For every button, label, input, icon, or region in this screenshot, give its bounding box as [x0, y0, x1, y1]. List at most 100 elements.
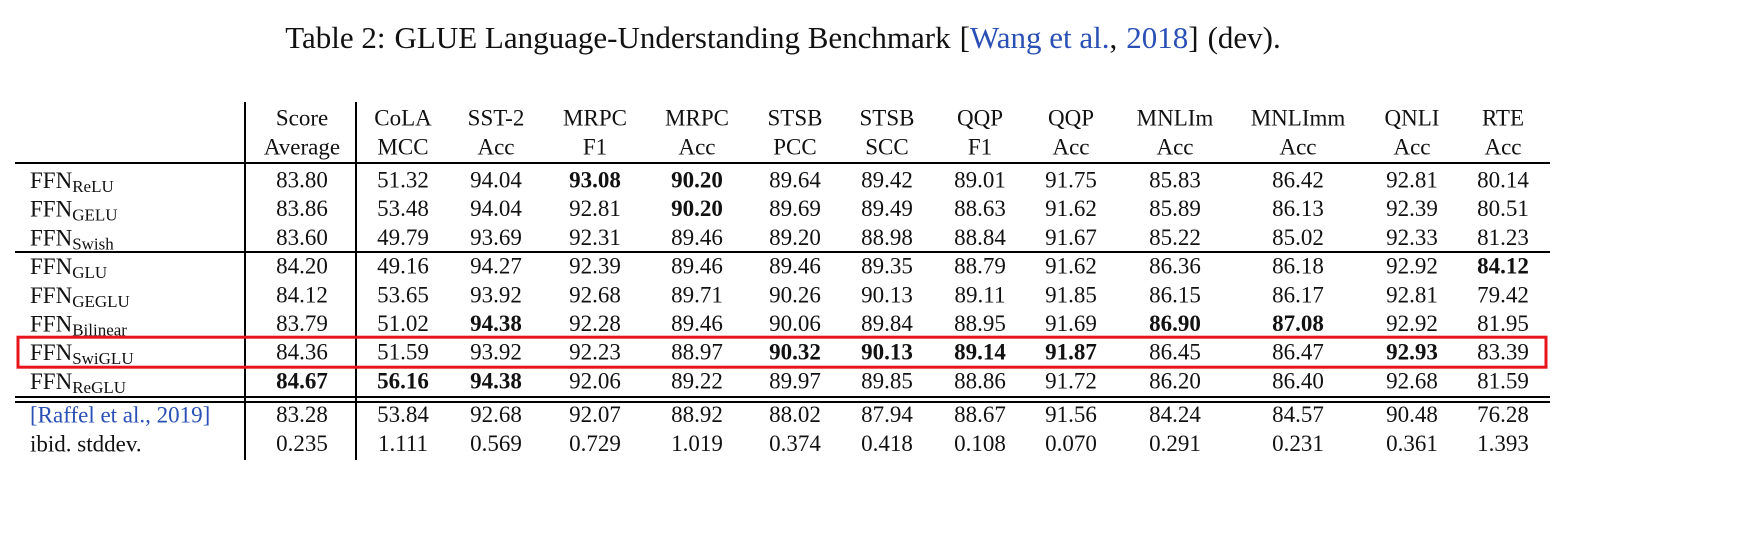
- cell: 91.67: [1045, 225, 1097, 250]
- cell: 0.361: [1386, 431, 1438, 456]
- row-subscript: SwiGLU: [72, 349, 133, 368]
- cell: 86.40: [1272, 368, 1324, 393]
- cell: 80.51: [1477, 196, 1529, 221]
- cell: 94.38: [470, 368, 522, 393]
- cell: 92.92: [1386, 311, 1438, 336]
- row-label: FFNSwiGLU: [30, 340, 134, 368]
- cell: 84.67: [276, 368, 328, 393]
- cell: 88.79: [954, 254, 1006, 279]
- cell: 84.12: [1477, 254, 1529, 279]
- cell: 93.08: [569, 168, 621, 193]
- row-name: FFN: [30, 254, 73, 279]
- cell: 89.46: [671, 254, 723, 279]
- cell: 1.393: [1477, 431, 1529, 456]
- row-label: FFNReLU: [30, 168, 114, 196]
- cell: 92.31: [569, 225, 621, 250]
- cell: 83.39: [1477, 340, 1529, 365]
- cell: 89.69: [769, 196, 821, 221]
- cell: 88.84: [954, 225, 1006, 250]
- cell: 94.04: [470, 196, 522, 221]
- row-name: FFN: [30, 282, 73, 307]
- cell: 92.06: [569, 368, 621, 393]
- cell: 91.87: [1045, 340, 1097, 365]
- cell: 0.070: [1045, 431, 1097, 456]
- cell: 92.07: [569, 402, 621, 427]
- row-name: FFN: [30, 340, 73, 365]
- cell: 92.81: [1386, 282, 1438, 307]
- cell: 53.48: [377, 196, 429, 221]
- row-label: ibid. stddev.: [30, 431, 142, 456]
- cell: 86.42: [1272, 168, 1324, 193]
- cell: 88.98: [861, 225, 913, 250]
- cell: 88.67: [954, 402, 1006, 427]
- cell: 51.02: [377, 311, 429, 336]
- cell: 53.84: [377, 402, 429, 427]
- cell: 91.75: [1045, 168, 1097, 193]
- column-header: Score: [276, 106, 328, 131]
- cell: 84.36: [276, 340, 328, 365]
- cell: 0.231: [1272, 431, 1324, 456]
- citation-authors: Wang et al.: [970, 20, 1110, 55]
- cell: 80.14: [1477, 168, 1529, 193]
- cell: 1.111: [378, 431, 428, 456]
- row-name: FFN: [30, 168, 73, 193]
- cell: 94.38: [470, 311, 522, 336]
- cell: 89.11: [955, 282, 1006, 307]
- column-header: Average: [264, 135, 340, 160]
- cell: 90.13: [861, 340, 913, 365]
- cell: 86.13: [1272, 196, 1324, 221]
- cell: 92.68: [470, 402, 522, 427]
- column-header: QQP: [1048, 106, 1094, 131]
- cell: 89.22: [671, 368, 723, 393]
- citation-bracket: [: [960, 20, 970, 55]
- cell: 86.20: [1149, 368, 1201, 393]
- cell: 89.84: [861, 311, 913, 336]
- column-header: SST-2: [468, 106, 525, 131]
- cell: 85.02: [1272, 225, 1324, 250]
- cell: 83.79: [276, 311, 328, 336]
- cell: 87.08: [1272, 311, 1324, 336]
- column-header: CoLA: [374, 106, 432, 131]
- cell: 83.28: [276, 402, 328, 427]
- cell: 93.92: [470, 340, 522, 365]
- cell: 88.86: [954, 368, 1006, 393]
- cell: 51.59: [377, 340, 429, 365]
- cell: 85.89: [1149, 196, 1201, 221]
- cell: 81.23: [1477, 225, 1529, 250]
- cell: 88.92: [671, 402, 723, 427]
- row-label: FFNBilinear: [30, 311, 127, 339]
- caption-label: Table 2:: [285, 20, 385, 55]
- cell: 89.64: [769, 168, 821, 193]
- column-header: PCC: [773, 135, 816, 160]
- cell: 93.69: [470, 225, 522, 250]
- cell: 83.86: [276, 196, 328, 221]
- cell: 83.80: [276, 168, 328, 193]
- cell: 88.02: [769, 402, 821, 427]
- cell: 88.97: [671, 340, 723, 365]
- cell: 92.81: [569, 196, 621, 221]
- column-header: Acc: [678, 135, 715, 160]
- column-header: Acc: [1052, 135, 1089, 160]
- cell: 91.62: [1045, 254, 1097, 279]
- cell: 92.93: [1386, 340, 1438, 365]
- cell: 90.26: [769, 282, 821, 307]
- cell: 86.36: [1149, 254, 1201, 279]
- cell: 88.63: [954, 196, 1006, 221]
- cell: 76.28: [1477, 402, 1529, 427]
- cell: 91.72: [1045, 368, 1097, 393]
- column-header: Acc: [1393, 135, 1430, 160]
- row-subscript: ReGLU: [72, 377, 126, 396]
- cell: 0.291: [1149, 431, 1201, 456]
- cell: 89.97: [769, 368, 821, 393]
- caption-text: GLUE Language-Understanding Benchmark: [395, 20, 952, 55]
- cell: 89.85: [861, 368, 913, 393]
- cell: 84.20: [276, 254, 328, 279]
- cell: 91.62: [1045, 196, 1097, 221]
- caption-suffix: (dev).: [1208, 20, 1281, 55]
- column-header: Acc: [1484, 135, 1521, 160]
- cell: 94.27: [470, 254, 522, 279]
- cell: 90.20: [671, 196, 723, 221]
- cell: 88.95: [954, 311, 1006, 336]
- cell: 0.374: [769, 431, 821, 456]
